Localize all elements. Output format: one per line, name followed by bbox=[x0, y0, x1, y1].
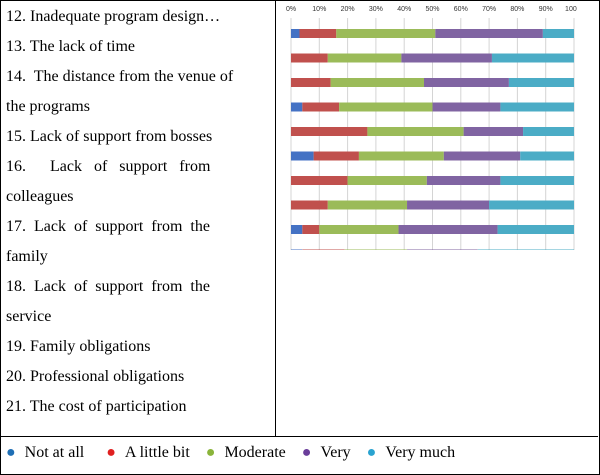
bar-segment bbox=[336, 29, 436, 38]
factor-item-label-continued: the programs bbox=[6, 98, 90, 115]
x-tick-label: 30% bbox=[369, 6, 383, 13]
legend-item: ● Very bbox=[302, 444, 351, 462]
bar-segment bbox=[319, 225, 399, 234]
bar-segment bbox=[302, 225, 320, 234]
bar-segment bbox=[367, 127, 464, 136]
x-tick-label: 70% bbox=[482, 6, 496, 13]
bar-segment bbox=[330, 78, 425, 87]
legend: ● Not at all ● A little bit ● Moderate ● Very ● V… bbox=[6, 438, 471, 468]
bar-segment bbox=[500, 102, 574, 112]
row-divider bbox=[0, 436, 598, 437]
bar-segment bbox=[435, 29, 543, 38]
x-tick-label: 10% bbox=[312, 6, 326, 13]
bar-segment bbox=[424, 78, 509, 87]
bar-segment bbox=[313, 151, 359, 161]
legend-item: ● A little bit bbox=[106, 444, 190, 462]
factor-item-label: 17. Lack of support from the bbox=[6, 218, 210, 235]
legend-label: Very bbox=[320, 444, 351, 461]
bar-segment bbox=[477, 249, 574, 250]
factor-item-label: 20. Professional obligations bbox=[6, 368, 185, 385]
bar-segment bbox=[508, 78, 574, 87]
bar-segment bbox=[358, 151, 444, 161]
legend-label: A little bit bbox=[124, 444, 190, 461]
bar-segment bbox=[426, 176, 501, 185]
x-tick-label: 50% bbox=[425, 6, 439, 13]
legend-label: Not at all bbox=[24, 444, 85, 461]
factor-item-label: 16. Lack of support from bbox=[6, 158, 211, 175]
legend-dot-icon: ● bbox=[301, 444, 312, 461]
bar-segment bbox=[327, 53, 402, 63]
column-divider bbox=[275, 0, 276, 436]
legend-label: Very much bbox=[385, 444, 456, 461]
bar-segment bbox=[291, 53, 328, 63]
x-tick-label: 100% bbox=[565, 6, 577, 13]
bar-segment bbox=[497, 225, 574, 234]
bar-segment bbox=[291, 225, 303, 234]
legend-dot-icon: ● bbox=[205, 444, 216, 461]
factor-item-label: 21. The cost of participation bbox=[6, 398, 187, 415]
legend-dot-icon: ● bbox=[6, 444, 16, 461]
factor-item-label: 14. The distance from the venue of bbox=[6, 68, 234, 85]
bar-segment bbox=[291, 102, 303, 112]
x-tick-label: 0% bbox=[286, 6, 296, 13]
bar-segment bbox=[302, 249, 345, 250]
bar-segment bbox=[401, 53, 492, 63]
factor-item-label: 15. Lack of support from bosses bbox=[6, 128, 213, 145]
legend-label: Moderate bbox=[224, 444, 286, 461]
factor-item-label: 18. Lack of support from the bbox=[6, 278, 210, 295]
factor-item-label: 13. The lack of time bbox=[6, 38, 135, 55]
chart-bars bbox=[291, 29, 574, 250]
x-axis-tick-labels: 0% 10% 20% 30% 40% 50% 60% 70% 80% 90% 100% bbox=[286, 6, 577, 13]
factor-list: 12. Inadequate program design… 13. The la… bbox=[6, 2, 258, 422]
factor-item-label: 12. Inadequate program design… bbox=[6, 8, 221, 25]
bar-segment bbox=[407, 249, 478, 250]
factor-item-label: 19. Family obligations bbox=[6, 338, 151, 355]
bar-segment bbox=[291, 151, 314, 161]
x-tick-label: 90% bbox=[539, 6, 553, 13]
legend-item: ● Moderate bbox=[206, 444, 286, 462]
legend-dot-icon: ● bbox=[366, 444, 377, 461]
factor-item-label-continued: colleagues bbox=[6, 188, 74, 205]
bar-segment bbox=[291, 249, 303, 250]
bar-segment bbox=[520, 151, 574, 161]
bar-segment bbox=[398, 225, 498, 234]
bar-segment bbox=[291, 29, 300, 38]
bar-segment bbox=[344, 249, 408, 250]
bar-segment bbox=[443, 151, 521, 161]
x-tick-label: 60% bbox=[454, 6, 468, 13]
bar-segment bbox=[491, 53, 574, 63]
bar-segment bbox=[523, 127, 574, 136]
bar-segment bbox=[542, 29, 574, 38]
bar-segment bbox=[463, 127, 524, 136]
bar-segment bbox=[489, 200, 574, 210]
bar-segment bbox=[327, 200, 408, 210]
bar-segment bbox=[432, 102, 501, 112]
bar-segment bbox=[500, 176, 574, 185]
legend-item: ● Very much bbox=[367, 444, 455, 462]
bar-segment bbox=[291, 176, 348, 185]
x-tick-label: 20% bbox=[341, 6, 355, 13]
legend-dot-icon: ● bbox=[106, 444, 116, 461]
x-tick-label: 40% bbox=[397, 6, 411, 13]
bar-segment bbox=[291, 127, 368, 136]
x-tick-label: 80% bbox=[510, 6, 524, 13]
bar-segment bbox=[407, 200, 490, 210]
stacked-bar-chart: 0% 10% 20% 30% 40% 50% 60% 70% 80% 90% 100% bbox=[286, 6, 577, 250]
bar-segment bbox=[339, 102, 433, 112]
factor-item-label-continued: service bbox=[6, 308, 52, 325]
bar-segment bbox=[347, 176, 427, 185]
factor-item-label-continued: family bbox=[6, 248, 48, 265]
bar-segment bbox=[302, 102, 340, 112]
bar-segment bbox=[291, 200, 328, 210]
bar-segment bbox=[299, 29, 337, 38]
bar-segment bbox=[291, 78, 331, 87]
legend-item: ● Not at all bbox=[6, 444, 84, 462]
